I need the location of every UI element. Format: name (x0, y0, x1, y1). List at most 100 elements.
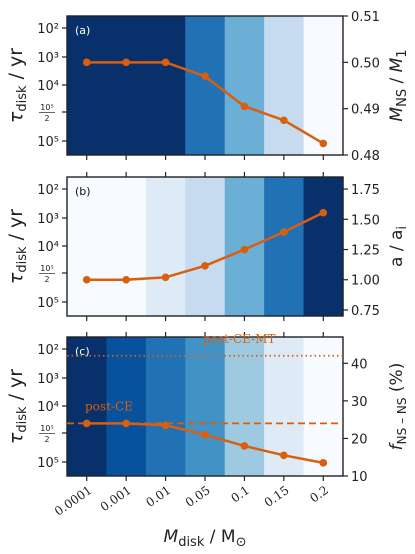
heat-cell (264, 177, 305, 316)
right-tick-label: 1.50 (351, 213, 380, 228)
data-point (82, 419, 91, 428)
left-tick-label: 10² (37, 22, 59, 37)
right-tick-label: 10 (351, 470, 368, 485)
right-y-label-part: M (387, 57, 407, 72)
data-point (161, 273, 170, 282)
right-tick-label: 1.75 (351, 183, 380, 198)
data-point (319, 208, 328, 217)
shared-x-axis: 0.0001 0.001 0.01 0.05 0.1 0.15 0.2 Mdisk / M⊙ (52, 483, 331, 550)
right-tick-label: 0.49 (351, 103, 380, 118)
right-y-label: fNS – NS (%) (387, 363, 409, 451)
right-y-label-part: / (387, 72, 407, 89)
right-y-label-part: a / a (387, 230, 407, 267)
left-tick-label: 10⁵ (37, 296, 59, 311)
data-point (122, 58, 130, 67)
x-axis-label-part: M (164, 527, 179, 547)
heat-cell (224, 337, 265, 476)
data-point (201, 262, 209, 270)
left-tick-label: 10³ (37, 212, 59, 227)
left-tick-label: 10⁵ (37, 135, 59, 150)
left-tick-label: 10⁴ (37, 400, 59, 415)
data-point (122, 419, 130, 428)
heat-cell (185, 337, 226, 476)
left-tick-label: 10² (37, 343, 59, 358)
data-point (161, 58, 170, 67)
left-y-label-part: τ (5, 111, 27, 123)
left-tick-label: 10⁵ (40, 424, 53, 433)
panel-label: (a) (75, 24, 90, 37)
heat-cell (145, 177, 186, 316)
left-y-label-part: τ (5, 272, 27, 284)
reference-label: post-CE-MT (203, 332, 275, 346)
right-y-label: a / ai (387, 226, 410, 267)
heat-cell (185, 177, 226, 316)
right-y-label-part: M (387, 107, 407, 122)
left-y-label-part: / yr (5, 209, 27, 247)
heat-cell (264, 16, 305, 155)
right-tick-label: 1.00 (351, 274, 380, 289)
right-y-label-part: 1 (395, 49, 410, 57)
heat-cell (106, 177, 147, 316)
right-y-label: MNS / M1 (387, 49, 410, 121)
right-tick-label: 0.75 (351, 304, 380, 319)
heat-cell (303, 337, 344, 476)
right-y-label-part: NS (395, 89, 410, 107)
heat-cell (67, 337, 108, 476)
left-y-label-part: disk (15, 246, 30, 273)
x-tick-label: 0.15 (262, 483, 292, 510)
heat-cell (303, 16, 344, 155)
left-y-label-part: / yr (5, 48, 27, 86)
left-tick-label: 10⁵ (37, 456, 59, 471)
x-tick-label: 0.001 (98, 483, 134, 514)
x-axis-label: Mdisk / M⊙ (164, 527, 247, 550)
data-point (240, 245, 249, 254)
heat-cell (67, 16, 108, 155)
panel-2: (b) 10² 10³ 10⁴ 10⁵ 2 10⁵ τdisk / yr 0.75 1.00 1.2… (5, 172, 410, 321)
panel-1: (a) 10² 10³ 10⁴ 10⁵ 2 10⁵ τdisk / yr 0.48 0.49 0.5… (5, 10, 410, 164)
reference-label: post-CE (85, 399, 133, 413)
heat-cell (145, 337, 186, 476)
left-tick-label: 10³ (37, 51, 59, 66)
data-point (319, 459, 328, 467)
heat-cell (224, 16, 265, 155)
heat-cell (67, 177, 108, 316)
panel-label: (b) (75, 185, 91, 198)
x-axis-label-part: / M (204, 527, 235, 547)
panel-label: (c) (75, 345, 90, 358)
heat-cell (303, 177, 344, 316)
data-point (240, 102, 249, 111)
data-point (280, 451, 288, 460)
right-tick-label: 20 (351, 432, 368, 447)
x-axis-label-part: disk (178, 535, 205, 550)
right-y-label-part: NS – NS (395, 398, 409, 445)
data-point (240, 442, 249, 450)
left-tick-label: 2 (44, 275, 49, 284)
left-y-label: τdisk / yr (5, 369, 30, 444)
left-y-label-part: disk (15, 406, 30, 433)
right-y-label-part: (%) (387, 363, 407, 398)
left-tick-label: 10² (37, 183, 59, 198)
x-tick-label: 0.1 (228, 483, 252, 505)
right-y-label-part: i (395, 226, 410, 230)
data-point (161, 421, 170, 430)
heat-cell (145, 16, 186, 155)
left-tick-label: 10³ (37, 372, 59, 387)
heat-cell (106, 337, 147, 476)
x-tick-label: 0.05 (183, 483, 213, 510)
x-tick-label: 0.0001 (52, 483, 94, 519)
left-tick-label: 2 (44, 114, 49, 123)
right-tick-label: 0.51 (351, 10, 380, 25)
left-y-label-part: τ (5, 432, 27, 444)
right-tick-label: 0.50 (351, 56, 380, 71)
x-axis-label-part: ⊙ (236, 535, 247, 550)
x-tick-label: 0.01 (143, 483, 173, 510)
left-y-label: τdisk / yr (5, 209, 30, 284)
left-tick-label: 2 (44, 435, 49, 444)
left-tick-label: 10⁵ (40, 264, 53, 273)
data-point (280, 228, 288, 236)
data-point (122, 275, 130, 284)
right-tick-label: 30 (351, 395, 368, 410)
left-y-label-part: / yr (5, 369, 27, 407)
